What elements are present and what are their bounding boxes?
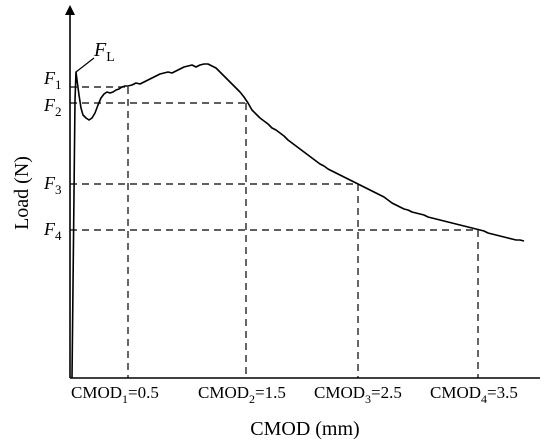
fl-label: FL bbox=[93, 39, 115, 65]
cmod1-label: CMOD1=0.5 bbox=[71, 383, 159, 406]
y-axis-title: Load (N) bbox=[11, 156, 33, 230]
f2-label: F2 bbox=[43, 95, 62, 119]
load-cmod-curve bbox=[71, 63, 525, 379]
x-axis-title: CMOD (mm) bbox=[250, 418, 359, 440]
fl-pointer-line bbox=[75, 57, 95, 73]
cmod3-label: CMOD3=2.5 bbox=[314, 383, 402, 406]
f1-label: F1 bbox=[43, 68, 62, 92]
cmod2-label: CMOD2=1.5 bbox=[198, 383, 286, 406]
f4-label: F4 bbox=[43, 219, 62, 243]
cmod4-label: CMOD4=3.5 bbox=[430, 383, 518, 406]
f3-label: F3 bbox=[43, 173, 62, 197]
